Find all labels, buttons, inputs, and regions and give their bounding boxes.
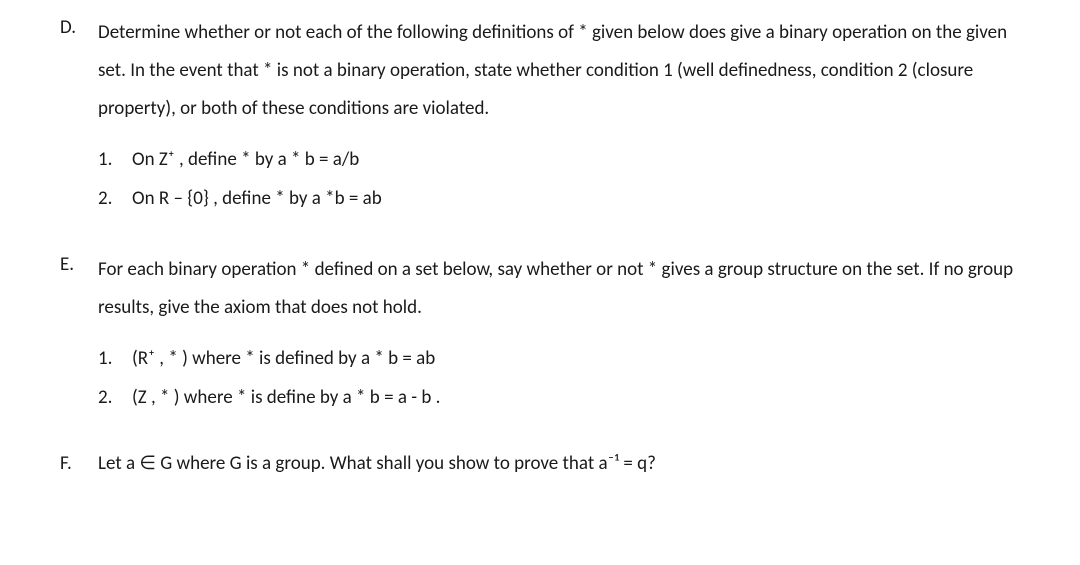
section-E-body: For each binary operation * defined on a… [98, 251, 1020, 412]
section-E: E. For each binary operation * defined o… [60, 251, 1020, 412]
section-D-intro: Determine whether or not each of the fol… [98, 14, 1020, 128]
item-text: (R⁺ , * ) where * is defined by a * b = … [132, 345, 1020, 374]
item-text: (Z , * ) where * is define by a * b = a … [132, 384, 1020, 413]
section-F-body: Let a ∈ G where G is a group. What shall… [98, 450, 1020, 479]
section-D: D. Determine whether or not each of the … [60, 14, 1020, 213]
section-D-body: Determine whether or not each of the fol… [98, 14, 1020, 213]
section-E-item-2: 2. (Z , * ) where * is define by a * b =… [98, 384, 1020, 413]
item-number: 2. [98, 185, 132, 214]
section-E-label: E. [60, 251, 98, 412]
item-number: 1. [98, 146, 132, 175]
item-number: 2. [98, 384, 132, 413]
section-F-label: F. [60, 450, 98, 479]
section-D-item-2: 2. On R – {0} , define * by a *b = ab [98, 185, 1020, 214]
page: D. Determine whether or not each of the … [0, 0, 1080, 479]
section-D-label: D. [60, 14, 98, 213]
item-number: 1. [98, 345, 132, 374]
item-text: On R – {0} , define * by a *b = ab [132, 185, 1020, 214]
item-text: On Z⁺ , define * by a * b = a/b [132, 146, 1020, 175]
section-F-text: Let a ∈ G where G is a group. What shall… [98, 450, 1020, 479]
section-D-item-1: 1. On Z⁺ , define * by a * b = a/b [98, 146, 1020, 175]
section-E-item-1: 1. (R⁺ , * ) where * is defined by a * b… [98, 345, 1020, 374]
section-E-intro: For each binary operation * defined on a… [98, 251, 1020, 327]
section-F: F. Let a ∈ G where G is a group. What sh… [60, 450, 1020, 479]
